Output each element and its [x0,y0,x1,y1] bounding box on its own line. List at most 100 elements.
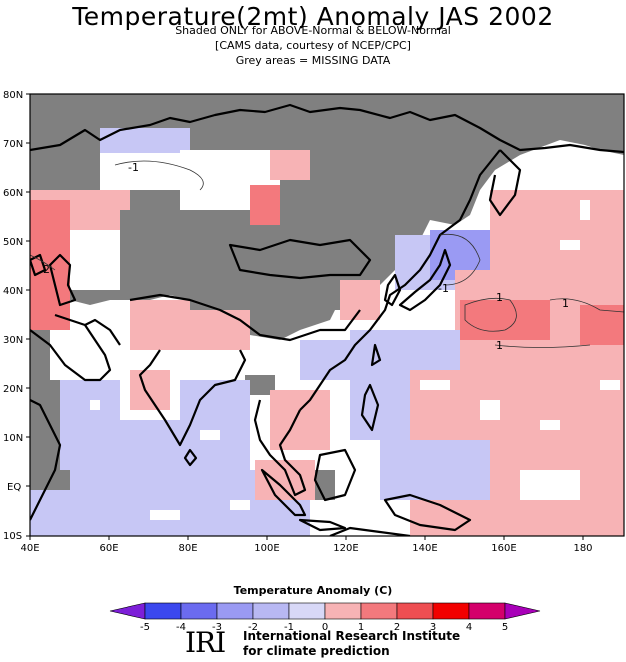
iri-logo: IRI [185,626,226,659]
map-frame [29,93,625,537]
iri-name-line2: for climate prediction [243,644,390,658]
missing-block [245,375,275,395]
patch [380,440,490,500]
latitude-axis: 80N 70N 60N 50N 40N 30N 20N 10N EQ 10S [3,90,30,542]
lon-label: 80E [178,543,197,554]
lat-label: 70N [3,139,23,150]
contour-line [549,298,624,313]
colorbar-tick: -3 [212,622,222,633]
contour-line [30,254,56,271]
lat-label: 10N [3,433,23,444]
coast-arabia [30,313,112,382]
colorbar-arrow-high [504,602,541,620]
coast-africa [30,399,62,521]
patch [255,460,315,500]
border-mongolia [228,238,372,280]
lat-label: EQ [7,482,21,493]
coast-australia [329,526,411,536]
map-title: Temperature(2mt) Anomaly JAS 2002 [72,2,554,31]
lat-label: 20N [3,384,23,395]
colorbar-bin [216,602,254,620]
colorbar-bin [396,602,434,620]
contour-label: 1 [496,339,503,352]
colorbar-bin [324,602,362,620]
neutral-speckles [90,200,620,520]
lon-label: 160E [491,543,516,554]
coastlines [30,103,624,536]
colorbar-arrow-low [109,602,146,620]
coast-borneo [313,448,357,502]
patch [130,370,170,410]
patch [580,305,624,345]
contour-label: 1 [562,297,569,310]
colorbar-ticks: -5 -4 -3 -2 -1 0 1 2 3 4 5 [140,622,508,633]
contour-line [494,344,591,348]
lat-label: 40N [3,286,23,297]
patch [250,185,280,225]
iri-name-line1: International Research Institute [243,629,461,643]
lon-label: 140E [412,543,437,554]
coast-black-sea [30,253,47,277]
lat-label: 10S [3,531,22,542]
colorbar-tick: -1 [284,622,294,633]
patch [270,390,330,450]
lat-label: 80N [3,90,23,101]
contour-line [439,233,481,286]
coast-indochina [253,399,307,497]
subtitle-source: [CAMS data, courtesy of NCEP/CPC] [215,39,411,52]
colorbar-tick: 4 [466,622,472,633]
contour-labels: -1 2 -1 1 1 1 [43,161,569,352]
patch [300,340,350,380]
colorbar-bin [468,602,506,620]
iri-name: International Research Institute for cli… [243,629,460,659]
colorbar-bin [252,602,290,620]
border-china [129,293,361,342]
patch [100,150,180,190]
coast-korea [383,273,402,307]
coast-sumatra [260,468,307,517]
patch [520,470,580,500]
patch [70,230,120,290]
colorbar-bin [180,602,218,620]
contour-label: 2 [43,263,50,276]
colorbar-bin [144,602,182,620]
lat-label: 60N [3,188,23,199]
lon-label: 100E [254,543,279,554]
patch [100,128,190,153]
patch [350,330,410,440]
coast-japan [398,248,452,312]
missing-block [190,230,340,310]
longitude-axis: 40E 60E 80E 100E 120E 140E 160E 180 [20,536,593,554]
subtitle-shading: Shaded ONLY for ABOVE-Normal & BELOW-Nor… [175,24,451,37]
patch [460,300,550,340]
lon-label: 180 [573,543,592,554]
coast-java [298,518,347,532]
patch [340,280,380,320]
subtitle-missing: Grey areas = MISSING DATA [235,54,391,67]
missing-block [120,210,180,290]
contour-label: 1 [496,291,503,304]
contours [30,160,624,348]
lat-label: 50N [3,237,23,248]
patch [270,150,310,180]
colorbar-tick: -2 [248,622,258,633]
coast-arctic [30,103,624,154]
coast-philippines [360,343,382,432]
colorbar-tick: -5 [140,622,150,633]
coast-east-asia [299,149,501,411]
contour-line [114,160,204,191]
coast-gulf [84,318,121,346]
colorbar-title: Temperature Anomaly (C) [233,584,393,597]
coast-sri-lanka [183,448,198,467]
lat-label: 30N [3,335,23,346]
colorbar-bin [288,602,326,620]
contour-line [464,297,517,332]
colorbar-tick: 1 [358,622,364,633]
coast-kamchatka [488,149,522,217]
colorbar-bin [432,602,470,620]
colorbar-tick: 0 [322,622,328,633]
coast-new-guinea [383,493,472,532]
colorbar-tick: 3 [430,622,436,633]
colorbar-tick: 5 [502,622,508,633]
